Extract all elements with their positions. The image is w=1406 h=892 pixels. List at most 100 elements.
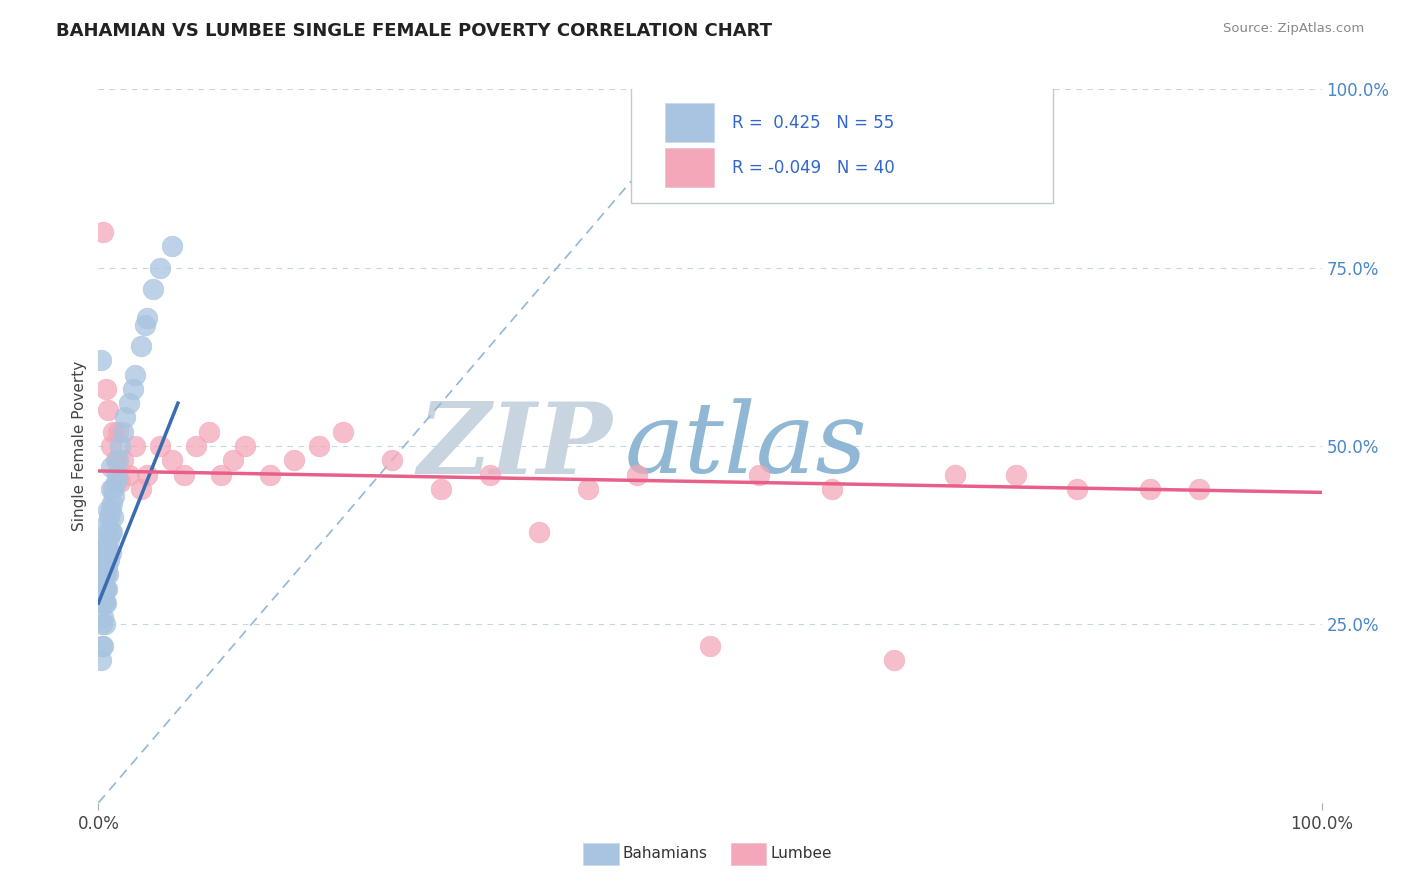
Point — [93, 582, 115, 596]
Point — [1004, 467, 1026, 482]
Point — [94, 582, 117, 596]
Point — [118, 467, 141, 482]
Point — [478, 467, 501, 482]
Point — [100, 546, 122, 560]
FancyBboxPatch shape — [665, 148, 714, 187]
Point — [96, 560, 118, 574]
Point — [233, 439, 256, 453]
Point — [173, 467, 195, 482]
Point — [96, 582, 118, 596]
Point — [91, 610, 114, 624]
Point — [101, 425, 124, 439]
Point — [943, 467, 966, 482]
Point — [93, 539, 115, 553]
Point — [101, 482, 124, 496]
Text: Lumbee: Lumbee — [770, 847, 832, 861]
Point — [97, 546, 120, 560]
Point — [91, 582, 114, 596]
Point — [124, 368, 146, 382]
Point — [93, 596, 115, 610]
Point — [93, 567, 115, 582]
Point — [527, 524, 550, 539]
Point — [1066, 482, 1088, 496]
Text: ZIP: ZIP — [418, 398, 612, 494]
Point — [1188, 482, 1211, 496]
Point — [91, 225, 114, 239]
Point — [101, 510, 124, 524]
Point — [883, 653, 905, 667]
Point — [105, 467, 128, 482]
Point — [149, 439, 172, 453]
Point — [97, 403, 120, 417]
Point — [103, 489, 125, 503]
Point — [111, 453, 134, 467]
Point — [101, 496, 124, 510]
Point — [114, 410, 136, 425]
Point — [110, 475, 132, 489]
Point — [91, 596, 114, 610]
Point — [259, 467, 281, 482]
Point — [97, 503, 120, 517]
Point — [332, 425, 354, 439]
Point — [129, 482, 152, 496]
Point — [149, 260, 172, 275]
Point — [134, 318, 156, 332]
Point — [96, 539, 118, 553]
Point — [748, 467, 770, 482]
Point — [136, 467, 159, 482]
Point — [104, 453, 127, 467]
Point — [90, 653, 112, 667]
Point — [98, 532, 121, 546]
Point — [160, 453, 183, 467]
Point — [94, 382, 117, 396]
Point — [94, 596, 117, 610]
Text: Source: ZipAtlas.com: Source: ZipAtlas.com — [1223, 22, 1364, 36]
Point — [121, 382, 143, 396]
Point — [93, 617, 115, 632]
Point — [90, 353, 112, 368]
Text: R = -0.049   N = 40: R = -0.049 N = 40 — [733, 159, 894, 177]
Point — [96, 517, 118, 532]
Point — [430, 482, 453, 496]
Point — [283, 453, 305, 467]
Text: R =  0.425   N = 55: R = 0.425 N = 55 — [733, 114, 894, 132]
Point — [110, 439, 132, 453]
Point — [98, 510, 121, 524]
FancyBboxPatch shape — [630, 86, 1053, 203]
Point — [91, 617, 114, 632]
Point — [98, 553, 121, 567]
Point — [381, 453, 404, 467]
Point — [91, 639, 114, 653]
Point — [222, 453, 245, 467]
Point — [100, 460, 122, 475]
Point — [1139, 482, 1161, 496]
Point — [699, 639, 721, 653]
Text: atlas: atlas — [624, 399, 868, 493]
Text: BAHAMIAN VS LUMBEE SINGLE FEMALE POVERTY CORRELATION CHART: BAHAMIAN VS LUMBEE SINGLE FEMALE POVERTY… — [56, 22, 772, 40]
Point — [308, 439, 330, 453]
Point — [100, 524, 122, 539]
Point — [100, 439, 122, 453]
FancyBboxPatch shape — [665, 103, 714, 143]
Point — [124, 439, 146, 453]
Point — [821, 482, 844, 496]
Point — [107, 425, 129, 439]
Point — [209, 467, 232, 482]
Point — [107, 453, 129, 467]
Point — [100, 482, 122, 496]
Point — [94, 553, 117, 567]
Point — [197, 425, 219, 439]
Point — [576, 482, 599, 496]
Point — [97, 524, 120, 539]
Point — [129, 339, 152, 353]
Point — [97, 567, 120, 582]
Point — [142, 282, 165, 296]
Point — [101, 524, 124, 539]
Y-axis label: Single Female Poverty: Single Female Poverty — [72, 361, 87, 531]
Point — [100, 503, 122, 517]
Point — [111, 425, 134, 439]
Point — [91, 639, 114, 653]
Point — [136, 310, 159, 325]
Point — [94, 567, 117, 582]
Point — [626, 467, 648, 482]
